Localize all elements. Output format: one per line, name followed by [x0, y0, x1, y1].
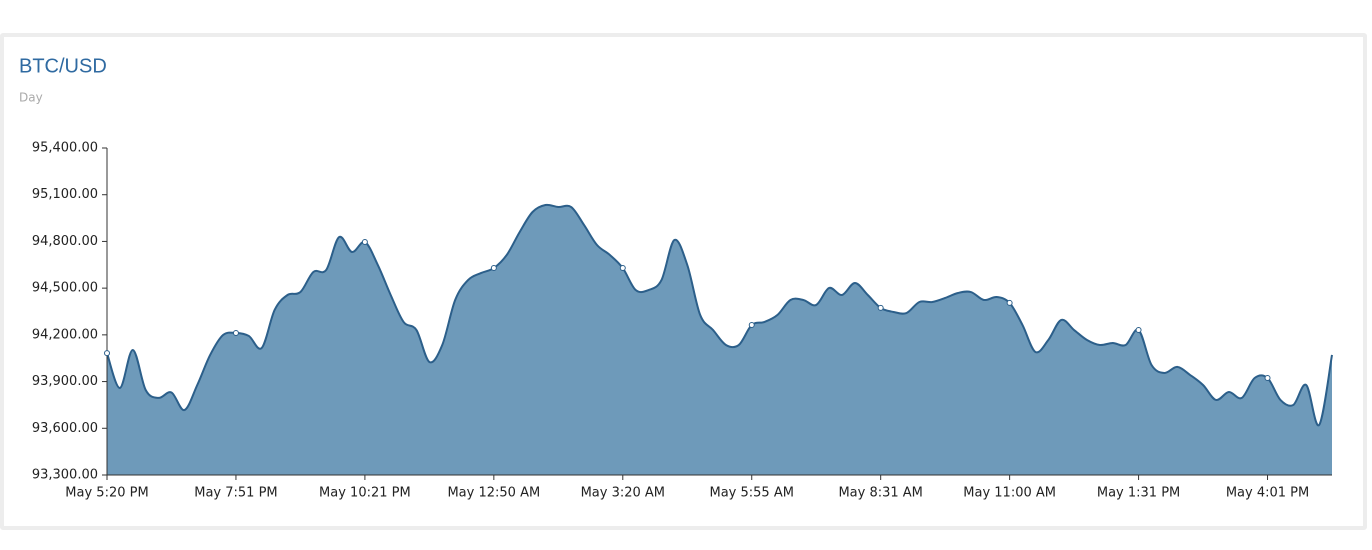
x-tick-label: May 7:51 PM	[194, 486, 277, 501]
point-marker	[490, 265, 497, 272]
x-tick-label: May 4:01 PM	[1226, 486, 1309, 501]
y-tick-label: 95,100.00	[32, 187, 98, 202]
x-tick-label: May 3:20 AM	[581, 486, 665, 501]
x-tick-label: May 11:00 AM	[963, 486, 1056, 501]
point-marker	[877, 304, 884, 311]
y-tick-label: 94,500.00	[32, 281, 98, 296]
chart-subtitle: Day	[19, 91, 43, 105]
y-tick-label: 93,900.00	[32, 374, 98, 389]
y-tick-label: 94,200.00	[32, 327, 98, 342]
point-marker	[748, 322, 755, 329]
x-tick-label: May 12:50 AM	[447, 486, 540, 501]
point-marker	[1135, 327, 1142, 334]
point-marker	[232, 329, 239, 336]
area-line	[106, 203, 1333, 427]
x-tick-label: May 10:21 PM	[319, 486, 411, 501]
x-tick-label: May 1:31 PM	[1097, 486, 1180, 501]
x-tick-label: May 8:31 AM	[838, 486, 922, 501]
y-tick-label: 93,300.00	[32, 468, 98, 483]
y-tick-label: 95,400.00	[32, 141, 98, 156]
point-marker	[361, 239, 368, 246]
y-tick-label: 94,800.00	[32, 234, 98, 249]
point-marker	[619, 265, 626, 272]
y-tick-label: 93,600.00	[32, 421, 98, 436]
x-tick-label: May 5:20 PM	[65, 486, 148, 501]
point-marker	[1006, 299, 1013, 306]
chart-title: BTC/USD	[19, 55, 107, 77]
x-tick-label: May 5:55 AM	[710, 486, 794, 501]
point-marker	[1264, 374, 1271, 381]
point-marker	[104, 350, 110, 357]
